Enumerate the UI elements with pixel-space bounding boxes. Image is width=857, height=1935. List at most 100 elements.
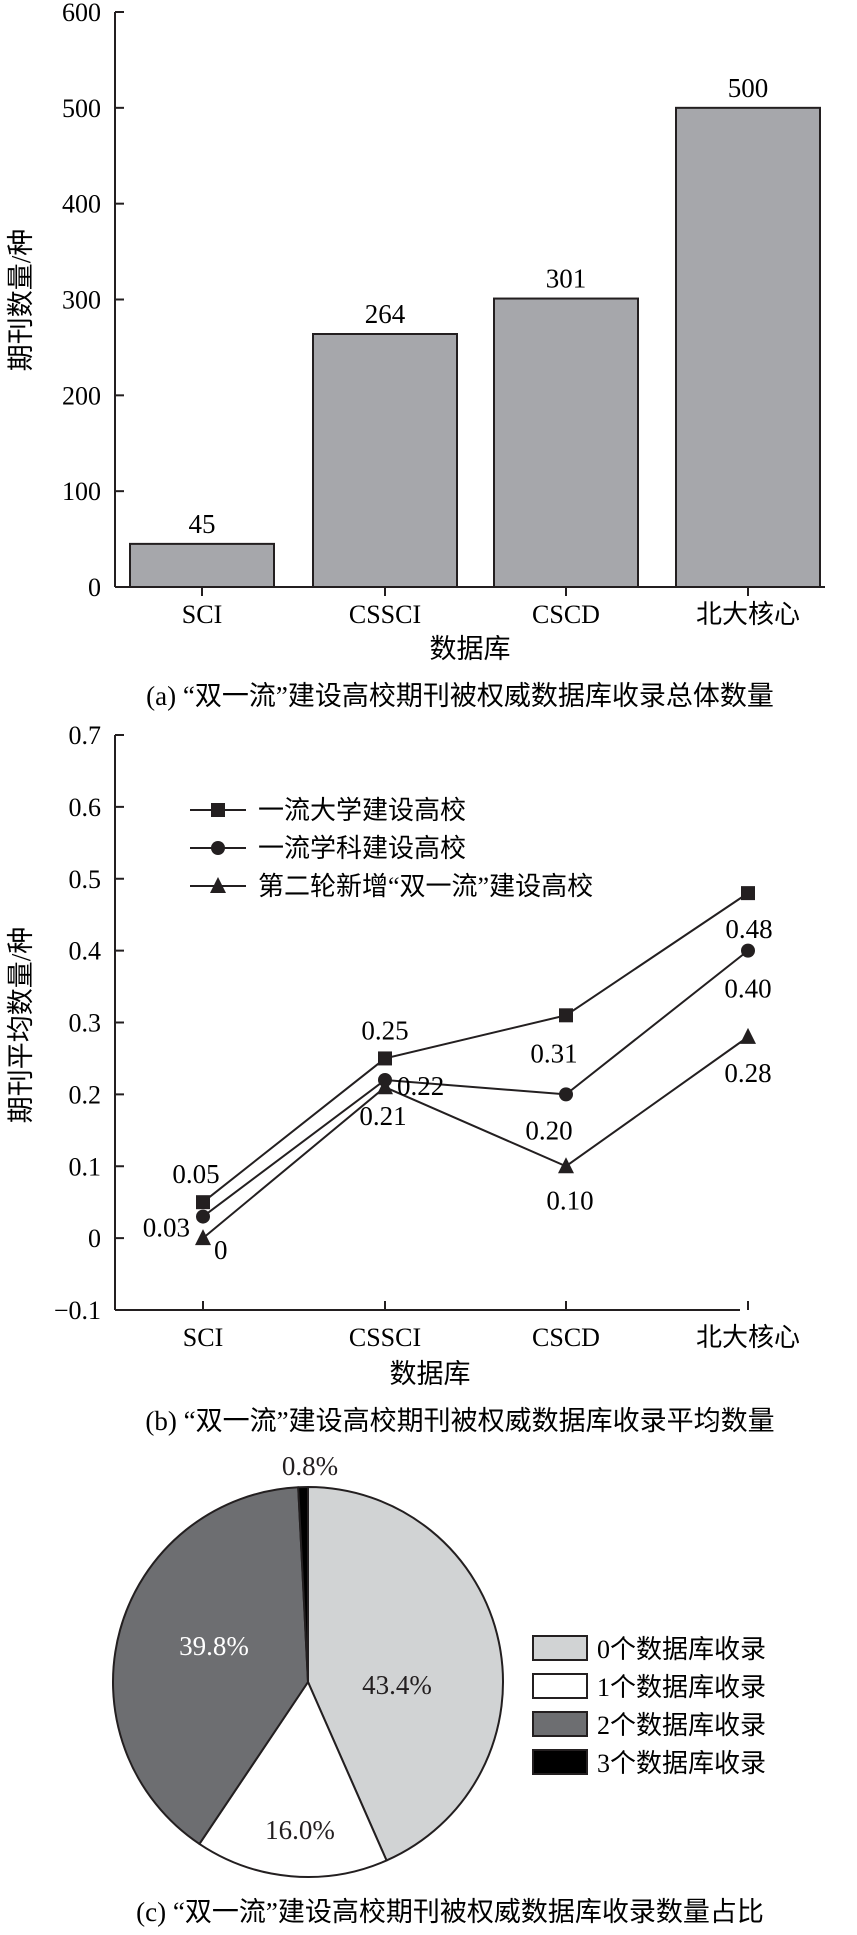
marker-triangle: [210, 877, 226, 893]
legend-swatch: [532, 1635, 588, 1661]
y-tick-label: 0.5: [69, 865, 102, 894]
data-label: 0.22: [397, 1071, 444, 1101]
y-tick-label: 0.7: [69, 721, 102, 750]
x-tick-label: CSCD: [532, 1323, 600, 1352]
data-labels: 0.05 0.25 0.31 0.48 0.03 0.22 0.20 0.40 0 0.21 0.1…: [143, 914, 773, 1265]
marker-triangle: [195, 1229, 211, 1246]
pie-slice: [112, 1486, 309, 1845]
series: [196, 886, 755, 1210]
y-tick-label: 0: [88, 1224, 101, 1253]
legend-swatch: [532, 1673, 588, 1699]
slice-label: 43.4%: [362, 1670, 432, 1700]
marker-circle: [559, 1087, 573, 1102]
legend-label: 一流大学建设高校: [258, 796, 466, 825]
marker-square: [196, 1195, 210, 1210]
y-tick-label: 0.1: [69, 1152, 102, 1181]
data-label: 0.25: [361, 1015, 408, 1045]
bar: [129, 542, 275, 588]
series: [195, 1027, 756, 1246]
legend-swatch: [532, 1711, 588, 1737]
line-chart: −0.1 0 0.1 0.2 0.3 0.4 0.5 0.6 0.7 SCI CSSCI CSCD 北…: [6, 721, 800, 1436]
marker-triangle: [740, 1027, 756, 1044]
series-group: [195, 886, 756, 1246]
x-tick-label: CSCD: [532, 600, 600, 629]
y-tick-label: 0: [88, 573, 101, 602]
y-tick-label: −0.1: [54, 1296, 101, 1325]
legend: 0个数据库收录 1个数据库收录 2个数据库收录 3个数据库收录: [532, 1635, 766, 1778]
y-tick-label: 0.4: [69, 937, 102, 966]
chart-caption: (a) “双一流”建设高校期刊被权威数据库收录总体数量: [146, 681, 774, 711]
series-line: [202, 949, 749, 1218]
marker-circle: [196, 1209, 210, 1224]
x-ticks: SCI CSSCI CSCD 北大核心: [183, 1301, 800, 1352]
data-label: 0.48: [725, 914, 772, 944]
x-axis-title: 数据库: [430, 634, 511, 664]
data-label: 0.20: [525, 1115, 572, 1145]
data-label: 0.40: [724, 974, 771, 1004]
bar-value-labels: 45 264 301 500: [189, 73, 769, 539]
y-tick-label: 300: [62, 286, 101, 315]
data-label: 0: [214, 1235, 228, 1265]
data-label: 0.28: [724, 1058, 771, 1088]
legend-label: 第二轮新增“双一流”建设高校: [258, 872, 593, 901]
legend-label: 3个数据库收录: [597, 1749, 766, 1778]
marker-square: [741, 886, 755, 901]
bar: [675, 106, 821, 588]
legend-label: 2个数据库收录: [597, 1711, 766, 1740]
marker-square: [559, 1008, 573, 1023]
x-tick-label: CSSCI: [349, 600, 421, 629]
bar-value-label: 500: [728, 73, 769, 103]
data-label: 0.31: [530, 1038, 577, 1068]
x-tick-label: SCI: [182, 600, 222, 629]
data-label: 0.21: [359, 1101, 406, 1131]
bar: [493, 297, 639, 588]
chart-caption: (b) “双一流”建设高校期刊被权威数据库收录平均数量: [145, 1406, 774, 1436]
legend-label: 1个数据库收录: [597, 1673, 766, 1702]
y-ticks: 0 100 200 300 400 500 600: [62, 0, 124, 602]
marker-triangle: [377, 1078, 393, 1095]
marker-circle: [211, 841, 225, 855]
y-tick-label: 100: [62, 477, 101, 506]
series-line: [202, 892, 749, 1203]
slice-label: 39.8%: [179, 1631, 249, 1661]
y-tick-label: 600: [62, 0, 101, 27]
series-line: [202, 1036, 749, 1239]
x-axis-title: 数据库: [390, 1359, 471, 1389]
x-tick-label: SCI: [183, 1323, 223, 1352]
data-label: 0.05: [172, 1159, 219, 1189]
slice-label: 16.0%: [265, 1815, 335, 1845]
slice-labels: 43.4% 16.0% 39.8% 0.8%: [179, 1451, 432, 1845]
data-label: 0.10: [546, 1185, 593, 1215]
marker-triangle: [558, 1157, 574, 1174]
marker-circle: [741, 943, 755, 958]
data-label: 0.03: [143, 1213, 190, 1243]
pie-slice: [307, 1486, 504, 1862]
pie-chart: 43.4% 16.0% 39.8% 0.8% 0个数据库收录 1个数据库收录 2个数据库收…: [112, 1451, 766, 1927]
bar-value-label: 45: [189, 509, 216, 539]
marker-square: [378, 1051, 392, 1066]
y-axis-title: 期刊平均数量/种: [6, 927, 36, 1124]
x-ticks: SCI CSSCI CSCD 北大核心: [182, 587, 800, 629]
y-tick-label: 0.2: [69, 1080, 102, 1109]
bar-value-label: 301: [546, 264, 587, 294]
series: [196, 943, 755, 1224]
y-ticks: −0.1 0 0.1 0.2 0.3 0.4 0.5 0.6 0.7: [54, 721, 124, 1325]
y-tick-label: 0.3: [69, 1009, 102, 1038]
bar-value-label: 264: [365, 299, 406, 329]
y-tick-label: 200: [62, 381, 101, 410]
y-axis-title: 期刊数量/种: [6, 229, 36, 372]
chart-caption: (c) “双一流”建设高校期刊被权威数据库收录数量占比: [136, 1897, 764, 1927]
x-tick-label: CSSCI: [349, 1323, 421, 1352]
legend-label: 0个数据库收录: [597, 1635, 766, 1664]
marker-square: [211, 803, 225, 817]
pie-slices: [112, 1486, 504, 1878]
pie-slice: [297, 1486, 309, 1683]
bar-chart: 45 264 301 500 0 100 200 300 400 500 600 SCI CSSCI…: [6, 0, 825, 711]
slice-label: 0.8%: [282, 1451, 338, 1481]
y-tick-label: 400: [62, 190, 101, 219]
legend-swatch: [532, 1749, 588, 1775]
y-tick-label: 500: [62, 94, 101, 123]
x-tick-label: 北大核心: [696, 600, 800, 629]
